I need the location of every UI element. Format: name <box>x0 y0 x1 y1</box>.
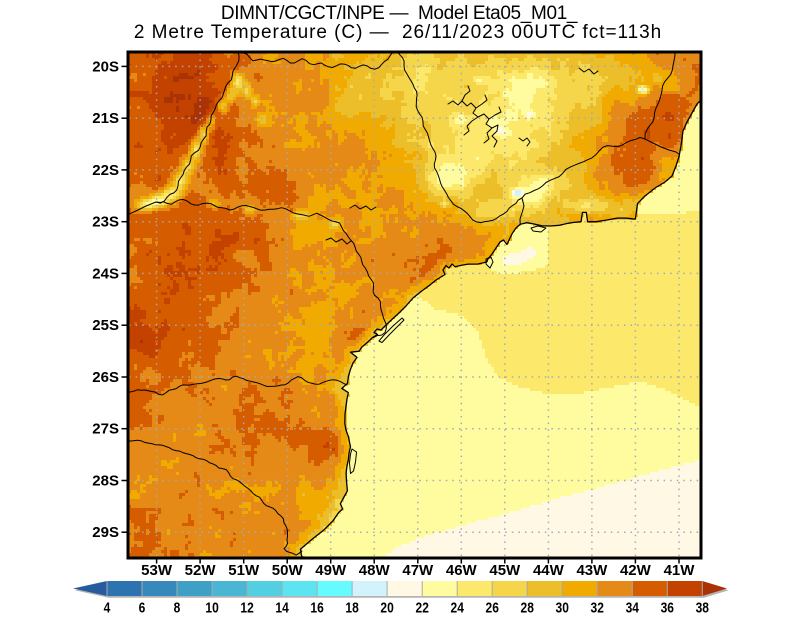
svg-text:14: 14 <box>275 599 289 616</box>
svg-text:50W: 50W <box>272 562 304 579</box>
svg-text:10: 10 <box>205 599 218 616</box>
svg-text:2 Metre Temperature (C) — 26/: 2 Metre Temperature (C) — 26/11/2023 00U… <box>134 22 662 43</box>
svg-text:22: 22 <box>416 599 430 616</box>
svg-text:24: 24 <box>451 599 465 616</box>
svg-text:46W: 46W <box>446 562 478 579</box>
svg-text:26: 26 <box>486 599 500 616</box>
svg-text:49W: 49W <box>315 562 347 579</box>
svg-text:41W: 41W <box>664 562 696 579</box>
svg-text:20S: 20S <box>92 58 119 75</box>
svg-text:8: 8 <box>174 599 181 616</box>
svg-text:52W: 52W <box>185 562 217 579</box>
svg-text:29S: 29S <box>92 524 119 541</box>
svg-text:47W: 47W <box>402 562 434 579</box>
svg-text:36: 36 <box>661 599 675 616</box>
svg-text:28: 28 <box>521 599 535 616</box>
svg-text:32: 32 <box>591 599 605 616</box>
svg-text:6: 6 <box>139 599 146 616</box>
svg-text:21S: 21S <box>92 110 119 127</box>
svg-text:26S: 26S <box>92 369 119 386</box>
svg-text:34: 34 <box>626 599 640 616</box>
svg-text:38: 38 <box>696 599 710 616</box>
svg-text:51W: 51W <box>228 562 260 579</box>
svg-text:18: 18 <box>345 599 359 616</box>
svg-text:53W: 53W <box>141 562 173 579</box>
svg-text:45W: 45W <box>489 562 521 579</box>
svg-text:22S: 22S <box>92 162 119 179</box>
svg-text:23S: 23S <box>92 214 119 231</box>
svg-text:28S: 28S <box>92 473 119 490</box>
svg-text:30: 30 <box>556 599 569 616</box>
svg-text:4: 4 <box>104 599 111 616</box>
svg-text:12: 12 <box>240 599 254 616</box>
svg-text:25S: 25S <box>92 317 119 334</box>
svg-text:16: 16 <box>310 599 324 616</box>
svg-text:48W: 48W <box>359 562 391 579</box>
svg-text:24S: 24S <box>92 265 119 282</box>
svg-text:42W: 42W <box>620 562 652 579</box>
svg-text:20: 20 <box>380 599 393 616</box>
svg-text:27S: 27S <box>92 421 119 438</box>
svg-text:DIMNT/CGCT/INPE — Model Eta05: DIMNT/CGCT/INPE — Model Eta05_M01_ <box>221 3 578 24</box>
svg-text:44W: 44W <box>533 562 565 579</box>
svg-text:43W: 43W <box>576 562 608 579</box>
